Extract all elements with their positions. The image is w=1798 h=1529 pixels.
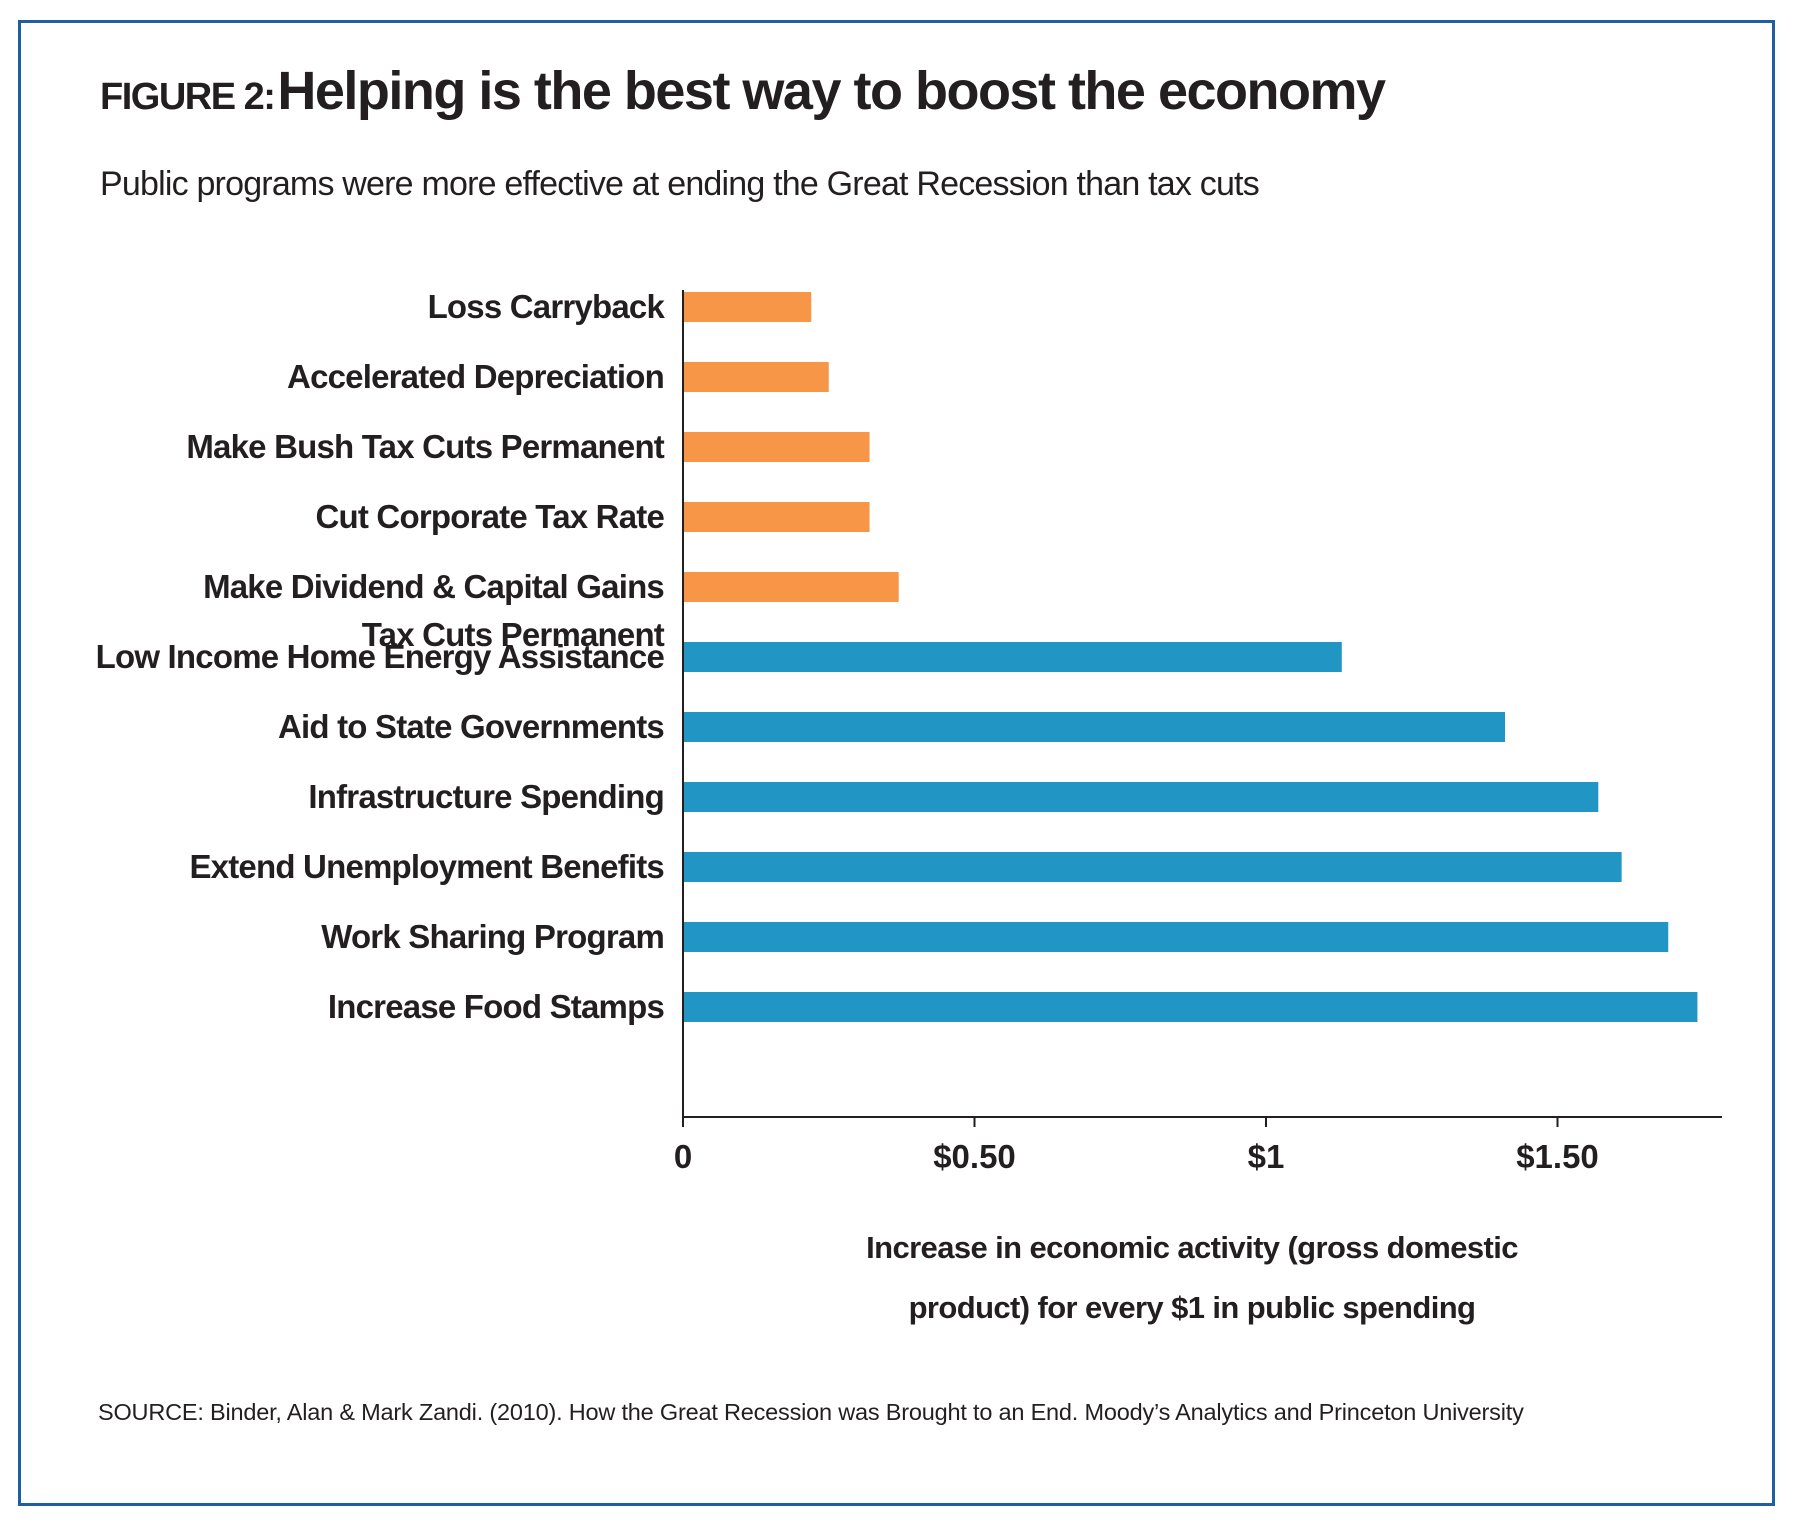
category-label-7: Aid to State Governments xyxy=(278,708,664,745)
x-tick-label-2: $0.50 xyxy=(933,1138,1016,1175)
category-label-3: Make Bush Tax Cuts Permanent xyxy=(186,428,664,465)
category-label-8: Infrastructure Spending xyxy=(308,778,664,815)
category-label-1: Loss Carryback xyxy=(428,288,666,325)
bar-2 xyxy=(683,362,829,392)
x-tick-label-3: $1 xyxy=(1248,1138,1285,1175)
figure-frame xyxy=(18,20,1775,1506)
x-tick-label-1: 0 xyxy=(674,1138,692,1175)
bar-9 xyxy=(683,852,1622,882)
bar-11 xyxy=(683,992,1698,1022)
bar-5 xyxy=(683,572,899,602)
category-label-6: Low Income Home Energy Assistance xyxy=(96,638,665,675)
x-axis-title-line-1: Increase in economic activity (gross dom… xyxy=(866,1230,1518,1265)
category-label-2: Accelerated Depreciation xyxy=(287,358,664,395)
bar-10 xyxy=(683,922,1669,952)
category-label-9: Extend Unemployment Benefits xyxy=(189,848,664,885)
figure-title: FIGURE 2: Helping is the best way to boo… xyxy=(100,60,1386,122)
x-tick-label-4: $1.50 xyxy=(1516,1138,1599,1175)
x-axis-title-line-2: product) for every $1 in public spending xyxy=(909,1290,1476,1325)
figure-label: FIGURE 2: xyxy=(100,76,276,118)
category-label-10: Work Sharing Program xyxy=(321,918,664,955)
bar-6 xyxy=(683,642,1342,672)
category-label-11: Increase Food Stamps xyxy=(328,988,664,1025)
bar-1 xyxy=(683,292,812,322)
bar-8 xyxy=(683,782,1599,812)
bar-7 xyxy=(683,712,1506,742)
category-label-5-line-1: Make Dividend & Capital Gains xyxy=(203,568,664,605)
figure-subtitle: Public programs were more effective at e… xyxy=(100,165,1260,203)
figure-main-title: Helping is the best way to boost the eco… xyxy=(277,61,1386,121)
bar-4 xyxy=(683,502,870,532)
bar-3 xyxy=(683,432,870,462)
category-label-5-line-2: Tax Cuts Permanent xyxy=(362,616,665,653)
source-note: SOURCE: Binder, Alan & Mark Zandi. (2010… xyxy=(98,1399,1524,1425)
category-label-4: Cut Corporate Tax Rate xyxy=(315,498,664,535)
